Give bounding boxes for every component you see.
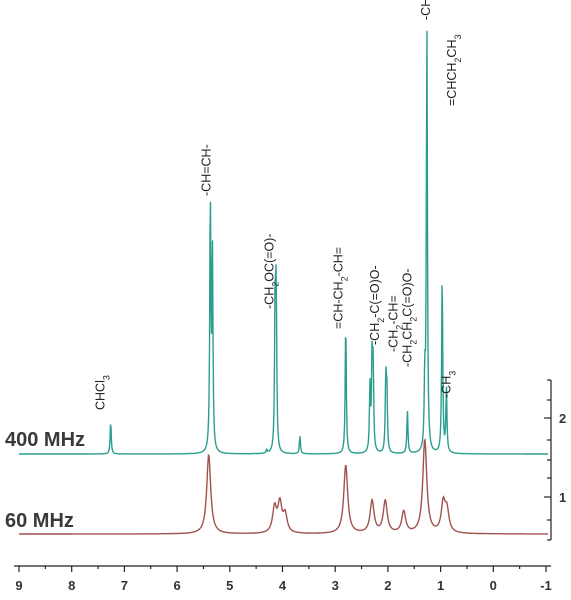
peak-annotation: -CH2-CH=	[386, 295, 404, 352]
peak-annotation: =CH-CH2-CH=	[332, 247, 350, 329]
x-tick-label: 2	[384, 578, 391, 593]
peak-annotation: -CH2-	[419, 0, 437, 20]
x-tick-label: 7	[121, 578, 128, 593]
x-tick-label: 9	[15, 578, 22, 593]
peak-labels: CHCl3 -CH=CH- -CH2OC(=O)- =CH-CH2-CH= -CH2-C…	[94, 0, 464, 410]
series-labels: 400 MHz 60 MHz	[5, 429, 85, 532]
x-tick-label: -1	[540, 578, 552, 593]
peak-annotation: CHCl3	[94, 375, 112, 410]
peak-annotation: -CH2CH2C(=O)O-	[400, 268, 418, 367]
x-tick-label: 6	[173, 578, 180, 593]
x-tick-label: 8	[68, 578, 75, 593]
x-tick-label: 5	[226, 578, 233, 593]
spectrum-line-1	[19, 438, 548, 535]
series-label: 400 MHz	[5, 429, 85, 451]
spectrum-line-0	[19, 30, 548, 455]
x-tick-label: 1	[437, 578, 444, 593]
y-tick-label: 1	[559, 490, 566, 505]
series-label: 60 MHz	[5, 510, 74, 532]
peak-annotation: -CH=CH-	[199, 144, 213, 196]
spectra-group	[19, 30, 548, 535]
x-tick-label: 3	[332, 578, 339, 593]
peak-annotation: =CHCH2CH3	[445, 34, 463, 106]
right-intensity-axis: 12	[544, 379, 566, 541]
x-tick-label: 4	[279, 578, 287, 593]
x-tick-label: 0	[490, 578, 497, 593]
y-tick-label: 2	[559, 411, 566, 426]
x-axis: 9 8 7 6 5 4 3 2 1 0 -1	[14, 565, 552, 593]
peak-annotation: -CH2-C(=O)O-	[368, 265, 386, 345]
peak-annotation: -CH3	[439, 371, 457, 398]
peak-annotation: -CH2OC(=O)-	[263, 234, 281, 310]
